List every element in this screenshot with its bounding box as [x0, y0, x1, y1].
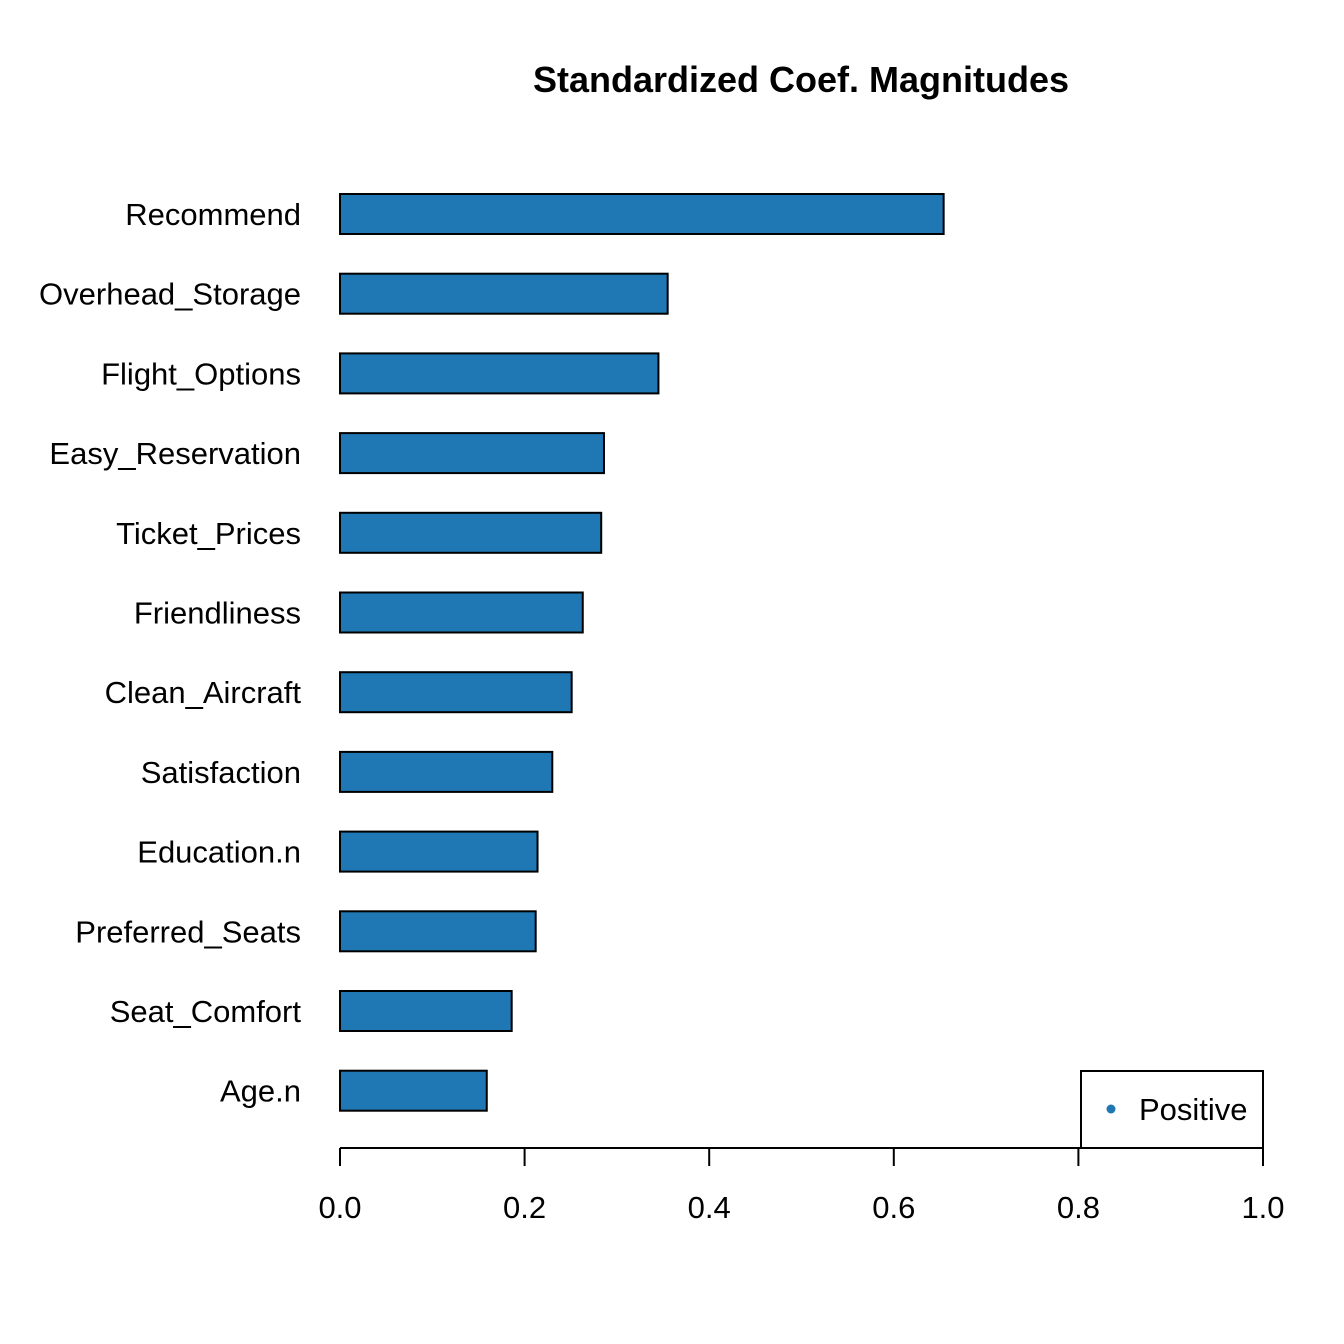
- bar-flight-options: [339, 352, 660, 395]
- category-label-overhead-storage: Overhead_Storage: [39, 277, 301, 312]
- x-tick-label: 0.0: [318, 1190, 361, 1225]
- category-label-age-n: Age.n: [220, 1074, 301, 1109]
- category-label-satisfaction: Satisfaction: [141, 755, 301, 790]
- x-tick-label: 0.6: [872, 1190, 915, 1225]
- bars: [339, 193, 945, 1112]
- legend-label-positive: Positive: [1139, 1092, 1248, 1127]
- category-labels: Recommend Overhead_Storage Flight_Options E…: [39, 197, 301, 1109]
- category-label-easy-reservation: Easy_Reservation: [49, 436, 301, 471]
- x-axis: 0.0 0.2 0.4 0.6 0.8 1.0: [318, 1147, 1285, 1225]
- category-label-friendliness: Friendliness: [134, 596, 301, 631]
- category-label-seat-comfort: Seat_Comfort: [110, 994, 302, 1029]
- x-tick-label: 1.0: [1241, 1190, 1284, 1225]
- bar-preferred-seats: [339, 910, 537, 953]
- legend: Positive: [1080, 1070, 1264, 1149]
- category-label-clean-aircraft: Clean_Aircraft: [105, 675, 302, 710]
- bar-ticket-prices: [339, 511, 603, 554]
- legend-box: [1080, 1070, 1264, 1149]
- category-label-flight-options: Flight_Options: [101, 356, 301, 391]
- bar-friendliness: [339, 591, 584, 634]
- bar-easy-reservation: [339, 432, 605, 475]
- chart-title: Standardized Coef. Magnitudes: [533, 59, 1069, 100]
- bar-clean-aircraft: [339, 671, 573, 714]
- legend-marker: [1106, 1104, 1116, 1114]
- x-tick-label: 0.4: [688, 1190, 731, 1225]
- category-label-preferred-seats: Preferred_Seats: [75, 914, 301, 949]
- x-tick-label: 0.8: [1057, 1190, 1100, 1225]
- bar-overhead-storage: [339, 272, 669, 315]
- bar-recommend: [339, 193, 945, 235]
- bar-education-n: [339, 830, 539, 873]
- bar-seat-comfort: [339, 990, 513, 1032]
- bar-age-n: [339, 1069, 488, 1112]
- category-label-education-n: Education.n: [137, 835, 301, 870]
- category-label-ticket-prices: Ticket_Prices: [116, 516, 301, 551]
- x-tick-label: 0.2: [503, 1190, 546, 1225]
- category-label-recommend: Recommend: [125, 197, 301, 232]
- bar-satisfaction: [339, 750, 554, 793]
